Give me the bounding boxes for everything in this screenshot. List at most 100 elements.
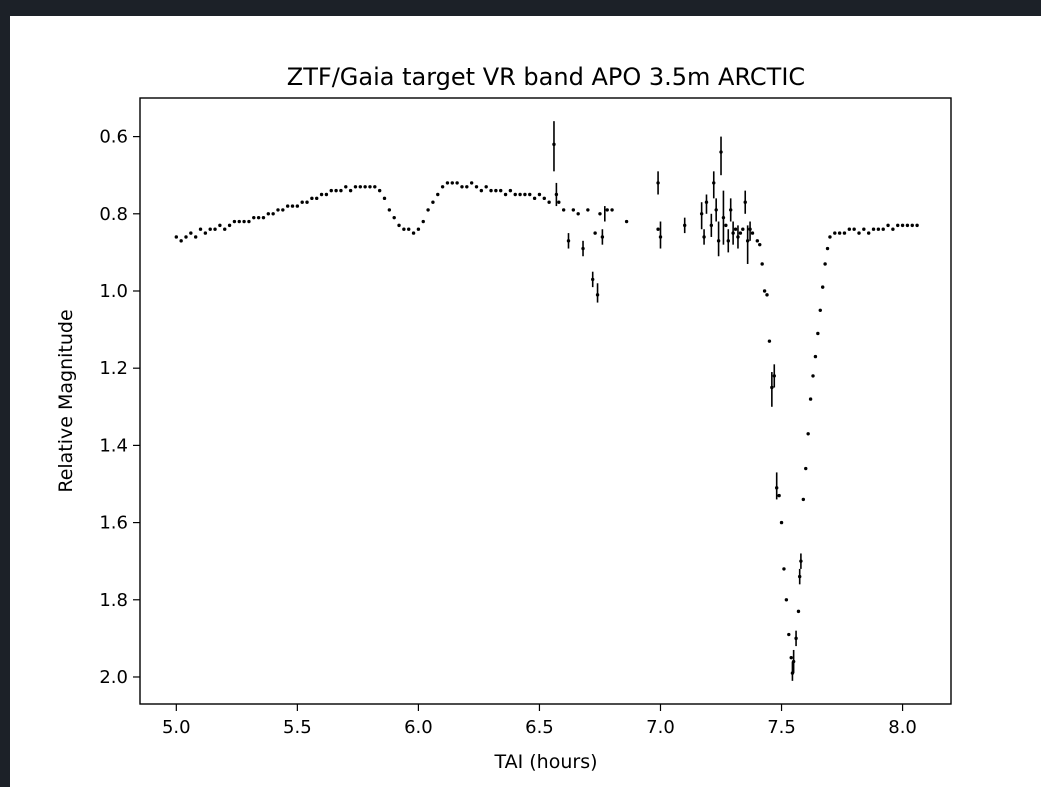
data-point [460,185,464,189]
data-point [605,208,609,212]
data-point [503,192,508,197]
data-point [731,231,735,235]
data-point [232,219,237,224]
data-point [728,208,733,212]
data-point [494,188,498,193]
data-point [915,223,919,228]
data-point [813,354,818,359]
data-point [741,227,745,231]
data-point [358,185,363,189]
data-point [721,215,726,220]
data-point [554,192,559,197]
x-tick-label: 6.5 [525,717,554,738]
x-tick-label: 7.0 [646,717,675,738]
data-point [784,598,789,602]
data-point [758,242,762,247]
data-point [760,262,764,266]
data-point [762,289,767,293]
x-axis-label: TAI (hours) [493,751,597,773]
data-point [726,239,730,243]
y-tick-label: 1.4 [99,435,128,456]
data-point [528,192,532,197]
data-point [387,208,392,212]
data-point [797,574,802,579]
data-point [847,227,852,231]
data-point [799,559,803,563]
data-point [402,227,406,231]
data-point [857,231,861,235]
data-point [782,567,786,571]
data-point [213,227,217,231]
data-point [816,331,820,336]
data-point [271,212,275,216]
x-tick-label: 5.5 [283,717,312,738]
data-point [820,285,825,289]
data-point [329,188,333,193]
data-point [576,212,580,216]
data-point [866,231,871,235]
data-point [174,235,179,239]
data-point [339,188,343,193]
data-point [198,227,203,231]
data-point [736,235,740,239]
data-point [499,188,503,193]
y-tick-label: 2.0 [99,667,128,688]
data-point [513,192,517,197]
data-point [794,636,798,641]
data-point [910,223,914,228]
data-point [595,293,600,297]
data-point [610,208,614,212]
data-point [724,223,728,228]
data-point [789,655,793,660]
data-point [523,192,527,197]
data-point [591,277,595,282]
data-point [203,231,208,235]
data-point [189,231,193,235]
data-point [285,204,290,208]
data-point [825,246,830,251]
data-point [561,208,566,212]
data-point [474,185,479,189]
data-point [900,223,905,228]
data-point [765,293,769,297]
data-point [368,185,372,189]
data-point [455,181,459,185]
data-point [699,212,704,216]
data-point [242,219,246,224]
data-point [862,227,866,231]
data-point [787,632,791,637]
data-point [315,196,319,201]
data-point [658,235,663,239]
x-tick-label: 5.0 [162,717,191,738]
y-axis-label: Relative Magnitude [55,309,77,492]
data-point [436,192,440,197]
data-point [702,235,706,239]
data-point [445,181,450,185]
data-point [266,212,271,216]
data-point [566,239,571,243]
data-point [837,231,842,235]
data-point [818,308,822,312]
data-point [392,215,396,220]
data-point [416,227,421,231]
data-point [319,192,324,197]
data-point [796,609,801,614]
data-point [547,200,551,204]
data-point [295,204,300,208]
data-point [344,185,348,189]
data-point [426,208,430,212]
y-tick-label: 1.2 [99,358,128,379]
data-point [593,231,597,235]
data-point [557,200,561,204]
data-point [716,239,721,243]
data-point [363,185,367,189]
data-point [772,374,776,378]
data-point [508,188,513,193]
data-point [431,200,435,204]
x-tick-label: 8.0 [888,717,917,738]
data-point [624,219,629,224]
data-point [440,185,445,189]
data-point [806,432,810,436]
data-point [779,520,784,525]
data-point [348,188,353,193]
